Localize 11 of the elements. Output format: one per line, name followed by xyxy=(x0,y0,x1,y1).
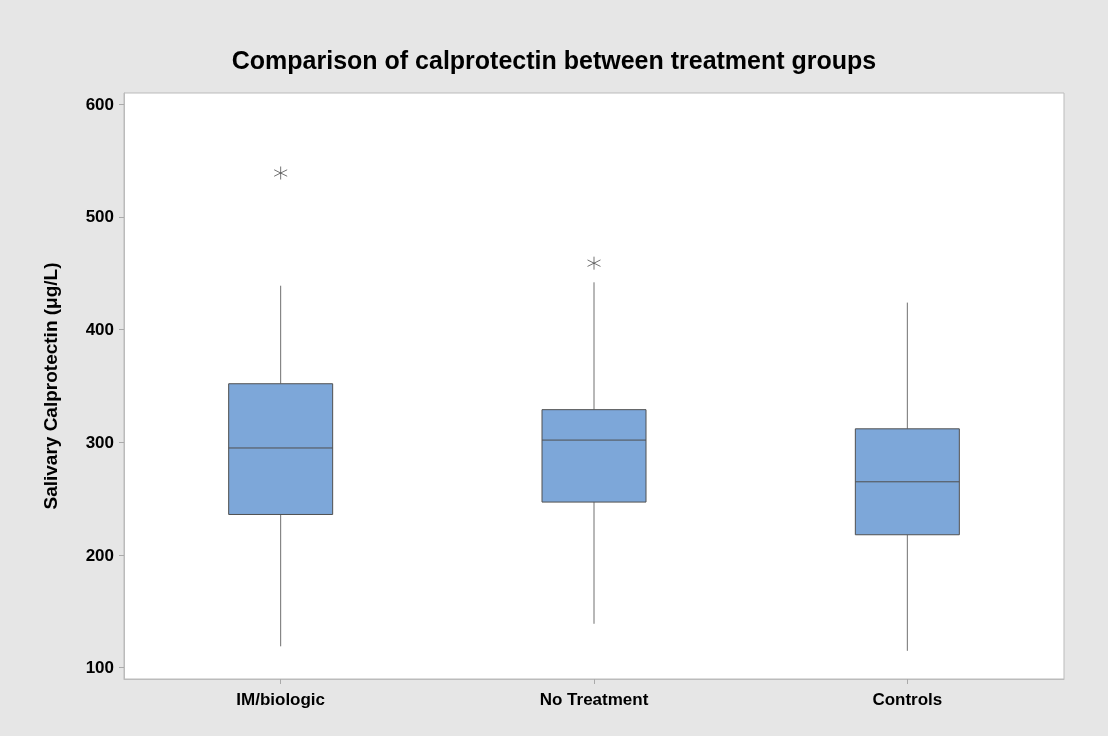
y-tick-label: 200 xyxy=(85,545,114,565)
x-tick-label: IM/biologic xyxy=(236,690,326,709)
y-tick-label: 400 xyxy=(85,320,114,340)
y-tick-label: 600 xyxy=(85,94,114,114)
y-tick-label: 500 xyxy=(85,207,114,227)
x-tick-label: No Treatment xyxy=(539,690,649,709)
y-axis-title: Salivary Calprotectin (μg/L) xyxy=(40,262,61,510)
chart-title: Comparison of calprotectin between treatment groups xyxy=(231,45,877,74)
x-tick-label: Controls xyxy=(872,690,943,709)
y-tick-label: 100 xyxy=(85,658,114,678)
y-tick-label: 300 xyxy=(85,432,114,452)
